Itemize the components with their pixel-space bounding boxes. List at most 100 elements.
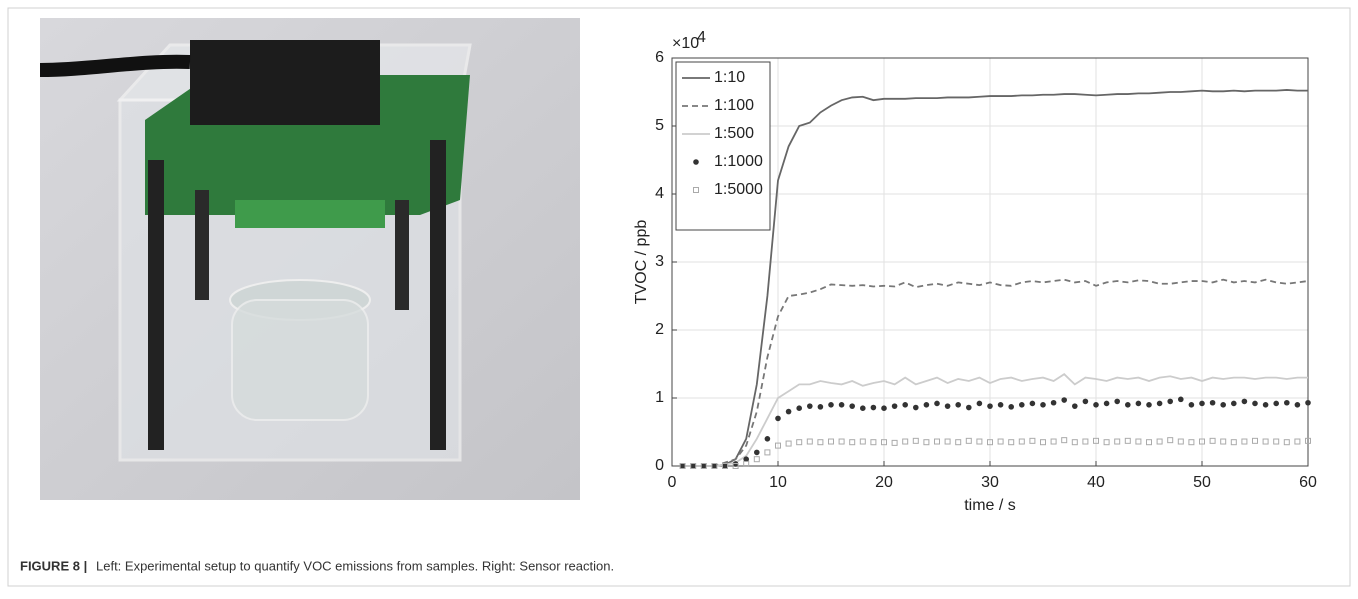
data-point — [1061, 437, 1068, 444]
data-point — [775, 415, 781, 422]
data-point — [849, 403, 855, 409]
data-point — [785, 408, 792, 415]
data-point — [806, 438, 813, 445]
data-point — [1103, 439, 1110, 446]
data-point — [902, 402, 908, 408]
series-line — [682, 89, 1308, 467]
data-point — [1230, 439, 1237, 446]
data-point — [722, 463, 728, 469]
data-point — [955, 402, 961, 408]
data-point — [965, 437, 972, 444]
series-line — [682, 373, 1308, 467]
data-point — [679, 463, 686, 469]
x-tick-label: 50 — [1193, 474, 1211, 491]
data-point — [997, 402, 1004, 408]
figure-label: FIGURE 8 | — [20, 558, 87, 573]
plot-frame — [671, 57, 1309, 467]
data-point — [923, 402, 930, 408]
data-point — [1283, 439, 1290, 446]
legend-label: 1:10 — [714, 69, 745, 86]
data-point — [881, 439, 887, 446]
y-tick-label: 3 — [655, 253, 664, 270]
data-point — [1029, 400, 1036, 407]
data-point — [976, 400, 983, 407]
data-point — [711, 463, 718, 469]
data-point — [1135, 438, 1142, 445]
data-point — [1008, 404, 1014, 410]
data-point — [1114, 398, 1120, 405]
data-point — [1199, 400, 1205, 407]
data-point — [1241, 438, 1248, 445]
data-point — [1231, 400, 1237, 407]
data-point — [1071, 439, 1078, 446]
data-point — [817, 439, 824, 446]
data-point — [701, 463, 707, 469]
data-point — [1156, 438, 1163, 445]
data-point — [700, 463, 707, 469]
data-point — [1050, 399, 1057, 406]
figure-caption: Left: Experimental setup to quantify VOC… — [96, 558, 614, 573]
data-point — [838, 402, 845, 408]
data-point — [1050, 438, 1057, 445]
data-point — [1072, 403, 1078, 409]
data-point — [976, 438, 983, 445]
data-point — [711, 463, 718, 469]
data-point — [764, 436, 771, 442]
data-point — [1284, 399, 1290, 406]
data-point — [1019, 402, 1025, 408]
data-point — [1209, 437, 1216, 444]
data-point — [807, 403, 813, 409]
figure-frame — [7, 7, 1351, 587]
data-point — [1156, 400, 1163, 407]
y-tick-label: 1 — [655, 389, 664, 406]
data-point — [690, 463, 697, 469]
data-point — [1167, 398, 1173, 405]
data-point — [1093, 402, 1099, 408]
data-point — [955, 439, 962, 446]
data-point — [785, 440, 792, 447]
data-point — [1273, 438, 1280, 445]
x-tick-label: 60 — [1299, 474, 1317, 491]
y-tick-label: 5 — [655, 117, 664, 134]
data-point — [838, 438, 845, 445]
x-tick-label: 10 — [769, 474, 787, 491]
data-point — [1262, 402, 1269, 408]
data-point — [944, 438, 951, 445]
legend-swatch — [693, 159, 699, 165]
data-point — [1305, 399, 1311, 406]
data-point — [1082, 438, 1089, 445]
data-point — [1178, 396, 1184, 403]
data-point — [828, 402, 834, 408]
data-point — [1220, 438, 1227, 445]
legend-label: 1:5000 — [714, 181, 763, 198]
data-point — [1029, 437, 1036, 444]
legend-label: 1:1000 — [714, 153, 763, 170]
data-point — [1305, 437, 1311, 444]
data-point — [732, 463, 739, 469]
data-point — [753, 456, 760, 463]
data-point — [1124, 437, 1131, 444]
data-point — [1209, 399, 1216, 406]
photo — [39, 18, 580, 500]
data-point — [1125, 402, 1131, 408]
y-tick-label: 0 — [655, 457, 664, 474]
legend-label: 1:100 — [714, 97, 754, 114]
data-point — [817, 404, 824, 410]
data-point — [743, 456, 749, 463]
data-point — [860, 405, 866, 412]
y-tick-label: 4 — [655, 185, 664, 202]
data-point — [775, 442, 781, 449]
data-point — [1061, 397, 1067, 403]
data-point — [1252, 400, 1258, 407]
data-point — [1199, 438, 1205, 445]
data-point — [1018, 438, 1025, 445]
data-point — [870, 439, 877, 446]
data-point — [754, 449, 760, 456]
x-axis-label: time / s — [964, 497, 1016, 514]
legend-label: 1:500 — [714, 125, 754, 142]
data-point — [966, 404, 972, 411]
axis-multiplier: ×10 — [672, 35, 699, 52]
data-point — [1008, 439, 1015, 446]
data-point — [796, 439, 803, 446]
